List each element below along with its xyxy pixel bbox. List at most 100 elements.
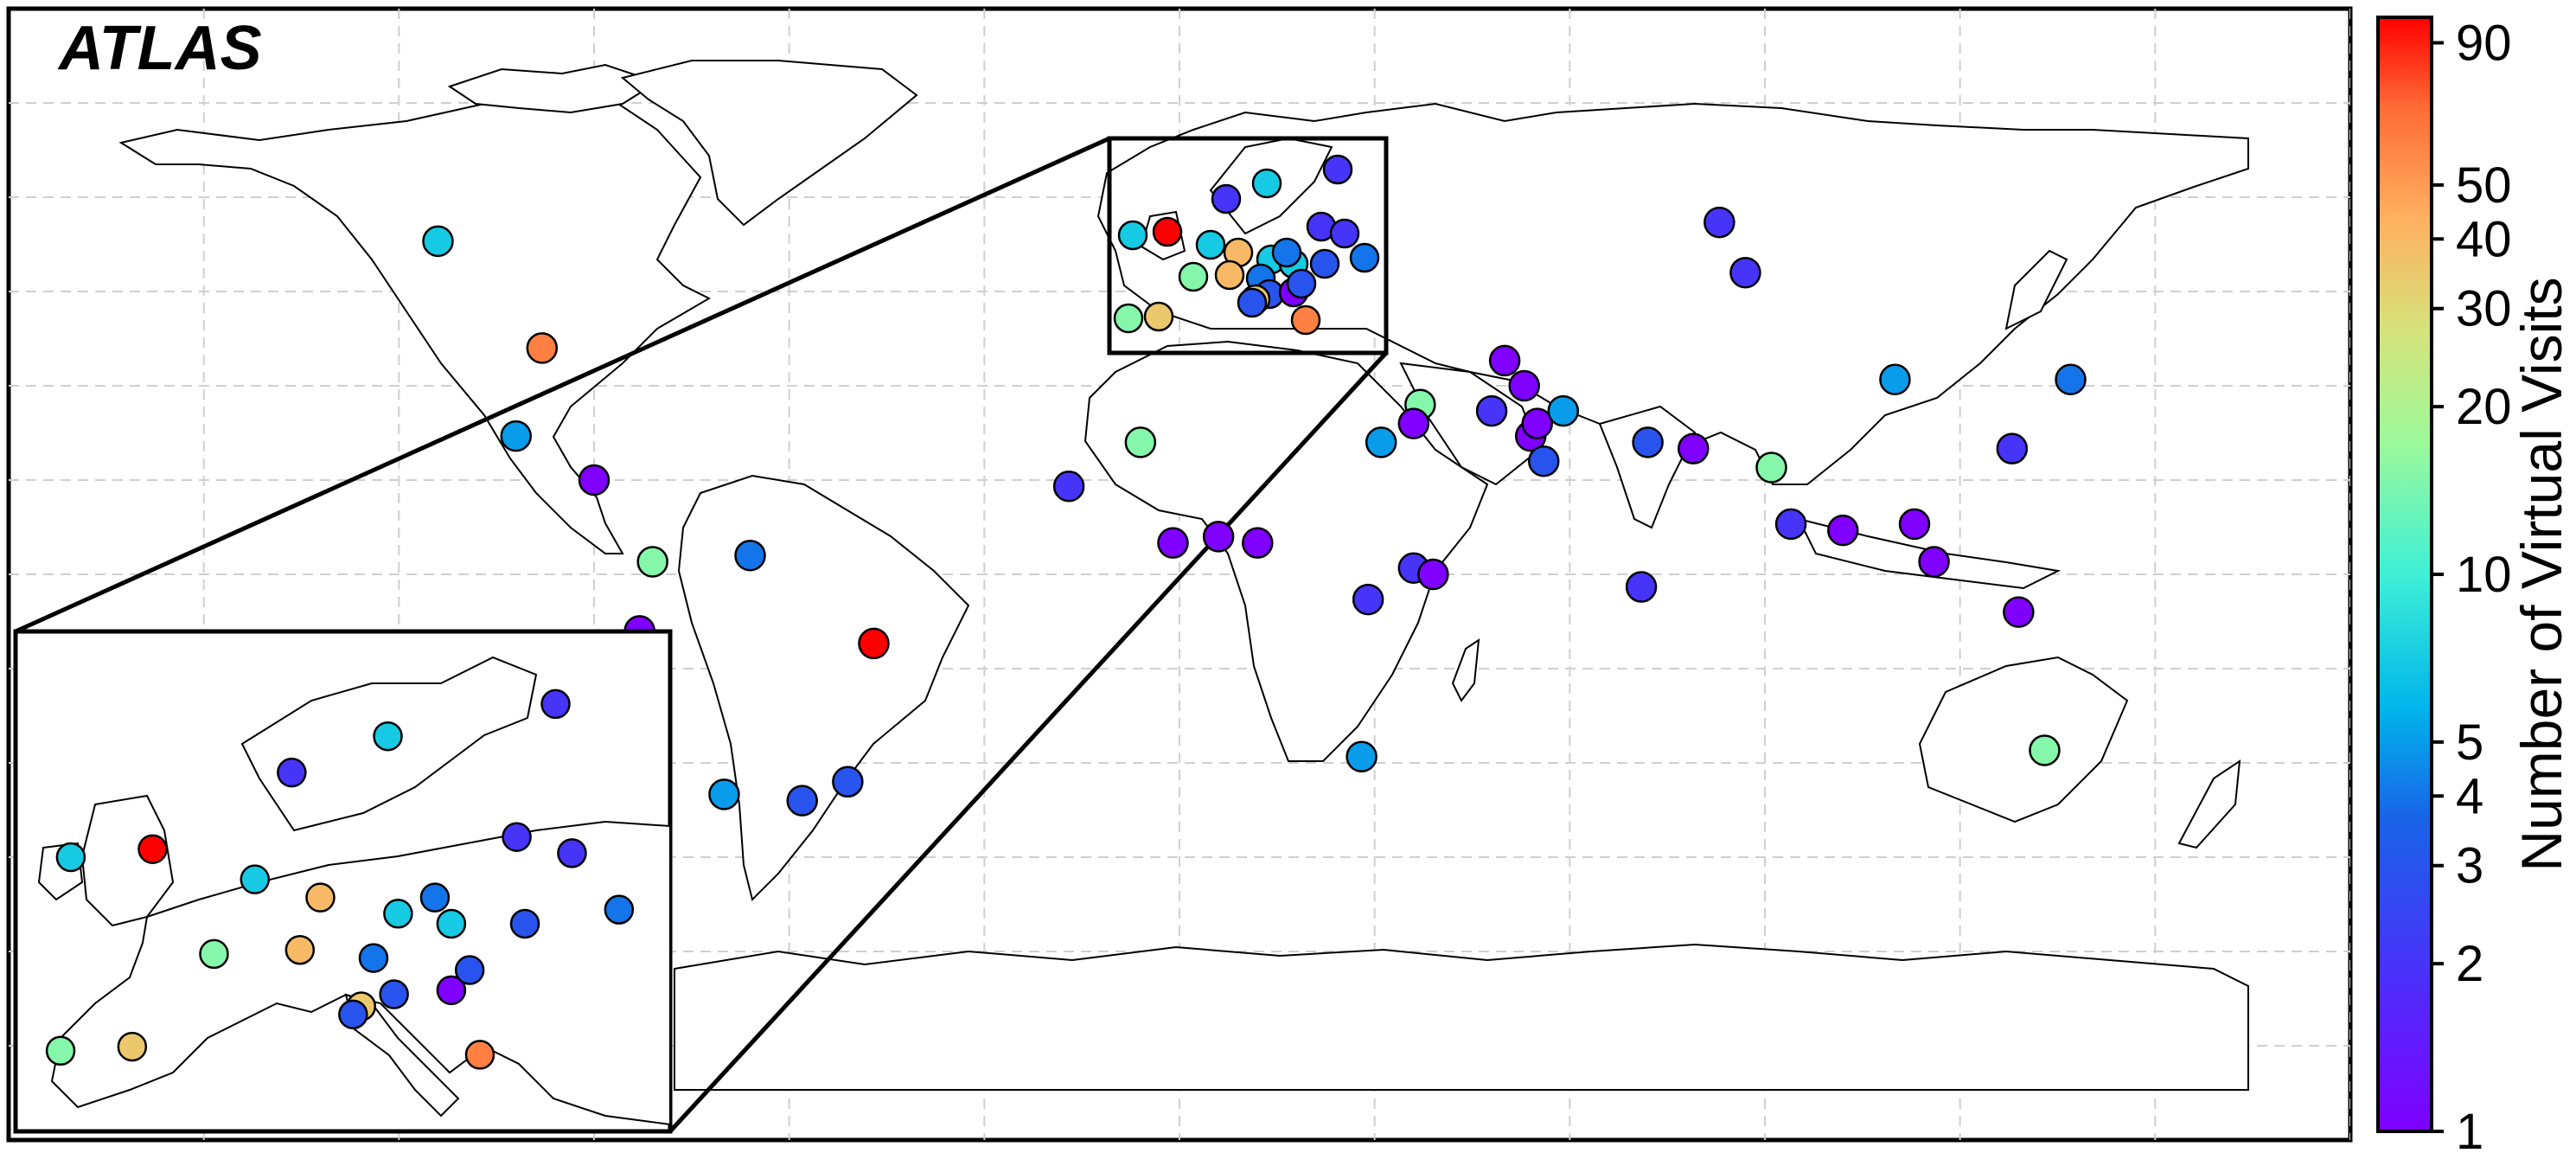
- inset-point: [454, 955, 485, 985]
- colorbar-tick-label: 30: [2456, 281, 2512, 337]
- inset-point: [199, 938, 229, 970]
- map-point: [1397, 407, 1430, 439]
- arabian-peninsula: [1399, 362, 1541, 486]
- map-point: [734, 539, 766, 572]
- inset-point: [383, 899, 413, 929]
- inset-point: [509, 908, 540, 939]
- inset-point: [540, 689, 571, 720]
- map-point: [1703, 206, 1735, 239]
- map-point: [1352, 583, 1384, 616]
- map-point: [1475, 394, 1508, 427]
- inset-points: [45, 689, 635, 1070]
- map-point: [1678, 432, 1710, 464]
- colorbar-tick-label: 40: [2456, 211, 2512, 267]
- europe-point: [1211, 183, 1242, 215]
- colorbar-tick-label: 10: [2456, 547, 2512, 603]
- map-point: [1508, 369, 1540, 402]
- map-point: [1755, 452, 1787, 484]
- europe-point: [1309, 248, 1340, 279]
- europe-point: [1117, 220, 1148, 251]
- inset-point: [436, 908, 467, 939]
- map-point: [708, 778, 740, 810]
- map-point: [1488, 344, 1521, 377]
- europe-point: [1214, 259, 1245, 291]
- map-point: [1346, 740, 1377, 772]
- colorbar-tick-label: 90: [2456, 15, 2512, 71]
- map-point: [1879, 363, 1911, 395]
- map-point: [1898, 508, 1931, 541]
- map-point: [1417, 558, 1449, 591]
- inset-connector-top: [14, 136, 1111, 634]
- map-point: [422, 225, 454, 258]
- europe-point: [1195, 229, 1226, 260]
- colorbar-tick-label: 20: [2456, 379, 2512, 435]
- map-point: [786, 785, 818, 817]
- europe-point: [1271, 237, 1302, 268]
- figure-title: ATLAS: [57, 14, 262, 83]
- inset-italy: [344, 993, 460, 1118]
- madagascar: [1451, 637, 1480, 702]
- new-zealand: [2177, 759, 2241, 849]
- map-point: [500, 420, 532, 452]
- map-point: [2003, 596, 2035, 628]
- inset-point: [502, 822, 532, 852]
- inset-point: [358, 943, 389, 973]
- inset-point: [379, 979, 409, 1009]
- map-point: [1202, 521, 1235, 553]
- map-point: [526, 332, 559, 364]
- greenland-landmass: [620, 60, 918, 227]
- europe-inset: [13, 629, 673, 1134]
- europe-point: [1329, 218, 1360, 249]
- map-point: [1729, 256, 1761, 289]
- inset-connector-bottom: [668, 351, 1388, 1133]
- inset-point: [338, 999, 368, 1030]
- indian-subcontinent: [1598, 405, 1697, 529]
- europe-point: [1113, 303, 1144, 334]
- map-point: [1827, 514, 1859, 547]
- map-point: [1052, 471, 1085, 503]
- colorbar-gradient: [2376, 16, 2433, 1133]
- map-point: [636, 546, 668, 578]
- europe-point: [1178, 261, 1209, 292]
- map-point: [1527, 445, 1560, 477]
- map-point: [2055, 363, 2087, 395]
- inset-point: [604, 894, 635, 925]
- map-point: [858, 627, 890, 660]
- inset-region-box: [1107, 136, 1389, 356]
- europe-point: [1290, 304, 1321, 336]
- map-point: [1242, 527, 1274, 559]
- europe-point: [1237, 287, 1268, 318]
- inset-point: [137, 834, 168, 864]
- map-point: [832, 765, 864, 798]
- colorbar-tick-label: 3: [2456, 838, 2483, 894]
- inset-point: [284, 934, 316, 965]
- south-america-landmass: [677, 474, 970, 901]
- colorbar-label: Number of Virtual Visits: [2509, 277, 2573, 871]
- inset-point: [373, 721, 403, 752]
- europe-point: [1286, 268, 1317, 299]
- inset-point: [436, 975, 467, 1006]
- inset-point: [419, 882, 451, 913]
- map-point: [1774, 508, 1807, 541]
- antarctica-landmass: [674, 943, 2249, 1091]
- inset-point: [117, 1031, 148, 1062]
- europe-point: [1251, 168, 1282, 199]
- map-point: [578, 464, 610, 496]
- europe-point: [1152, 216, 1183, 247]
- inset-point: [305, 882, 336, 913]
- map-point: [1632, 426, 1664, 458]
- map-point: [1521, 407, 1553, 439]
- inset-point: [557, 838, 587, 868]
- colorbar-tick-label: 1: [2456, 1104, 2483, 1153]
- australia-landmass: [1918, 656, 2129, 823]
- inset-point: [45, 1035, 76, 1067]
- map-point: [1157, 527, 1189, 559]
- colorbar-tick-label: 50: [2456, 157, 2512, 214]
- inset-point: [55, 842, 86, 873]
- europe-point: [1143, 301, 1174, 332]
- inset-point: [277, 757, 307, 788]
- colorbar-tick-label: 5: [2456, 714, 2483, 771]
